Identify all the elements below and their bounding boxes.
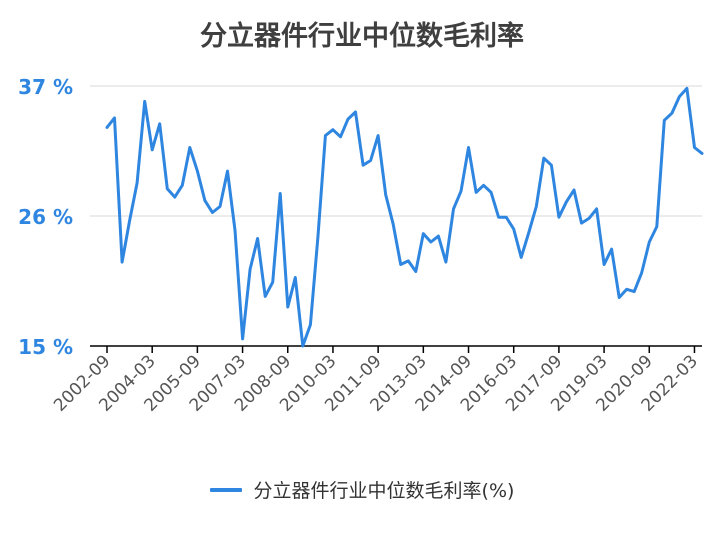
data-point [377, 134, 380, 137]
data-point [128, 219, 131, 222]
data-point [316, 236, 319, 239]
data-point [618, 296, 621, 299]
data-point [685, 87, 688, 90]
data-point [301, 345, 304, 348]
data-point [241, 337, 244, 340]
data-point [550, 164, 553, 167]
chart-title: 分立器件行业中位数毛利率 [200, 21, 524, 52]
data-point [249, 268, 252, 271]
data-point [663, 119, 666, 122]
data-point [354, 111, 357, 114]
data-point [678, 95, 681, 98]
data-point [603, 263, 606, 266]
data-point [294, 276, 297, 279]
data-point [535, 205, 538, 208]
data-point [362, 164, 365, 167]
data-point [158, 122, 161, 125]
x-tick-labels: 2002-092004-032005-092007-032008-092010-… [50, 351, 702, 415]
data-point [573, 189, 576, 192]
data-point [655, 225, 658, 228]
y-tick-label: 26 % [18, 205, 73, 229]
data-point [452, 207, 455, 210]
data-point [633, 290, 636, 293]
data-point [693, 146, 696, 149]
series-line [105, 86, 704, 348]
data-point [527, 231, 530, 234]
data-point [256, 237, 259, 240]
data-point [437, 235, 440, 238]
data-point [490, 191, 493, 194]
data-point [565, 200, 568, 203]
legend-label: 分立器件行业中位数毛利率(%) [253, 480, 515, 502]
y-tick-label: 15 % [18, 335, 73, 359]
data-point [701, 152, 704, 155]
data-point [460, 190, 463, 193]
data-point [580, 222, 583, 225]
data-point [444, 261, 447, 264]
data-point [497, 216, 500, 219]
data-point [203, 199, 206, 202]
data-point [467, 146, 470, 149]
data-point [166, 187, 169, 190]
data-point [196, 170, 199, 173]
data-point [542, 157, 545, 160]
data-point [211, 211, 214, 214]
data-point [286, 306, 289, 309]
data-point [143, 100, 146, 103]
data-point [512, 228, 515, 231]
data-point [113, 116, 116, 119]
data-point [482, 184, 485, 187]
data-point [422, 232, 425, 235]
data-point [520, 256, 523, 259]
data-point [331, 128, 334, 131]
data-point [407, 259, 410, 262]
data-point [226, 170, 229, 173]
data-point [181, 184, 184, 187]
data-point [279, 192, 282, 195]
data-point [271, 281, 274, 284]
data-point [309, 323, 312, 326]
data-point [384, 193, 387, 196]
axes [90, 345, 702, 353]
data-point [339, 135, 342, 138]
data-point [173, 196, 176, 199]
legend: 分立器件行业中位数毛利率(%) [0, 476, 724, 503]
data-point [324, 134, 327, 137]
data-point [505, 216, 508, 219]
y-tick-labels: 15 % 26 % 37 % [18, 75, 73, 359]
data-point [121, 261, 124, 264]
data-point [392, 223, 395, 226]
data-point [264, 295, 267, 298]
data-point [234, 229, 237, 232]
legend-swatch [209, 487, 242, 492]
data-point [369, 159, 372, 162]
series-layer [105, 86, 704, 348]
data-point [399, 263, 402, 266]
data-point [151, 148, 154, 151]
data-point [475, 191, 478, 194]
data-point [219, 205, 222, 208]
data-point [610, 248, 613, 251]
data-point [588, 217, 591, 220]
data-point [648, 241, 651, 244]
data-point [136, 181, 139, 184]
data-point [429, 241, 432, 244]
data-point [347, 118, 350, 121]
data-point [625, 288, 628, 291]
data-point [188, 146, 191, 149]
data-point [640, 271, 643, 274]
data-point [670, 112, 673, 115]
data-point [414, 270, 417, 273]
data-point [557, 216, 560, 219]
data-point [106, 126, 109, 129]
grid-lines [90, 85, 702, 217]
data-point [595, 207, 598, 210]
y-tick-label: 37 % [18, 75, 73, 99]
